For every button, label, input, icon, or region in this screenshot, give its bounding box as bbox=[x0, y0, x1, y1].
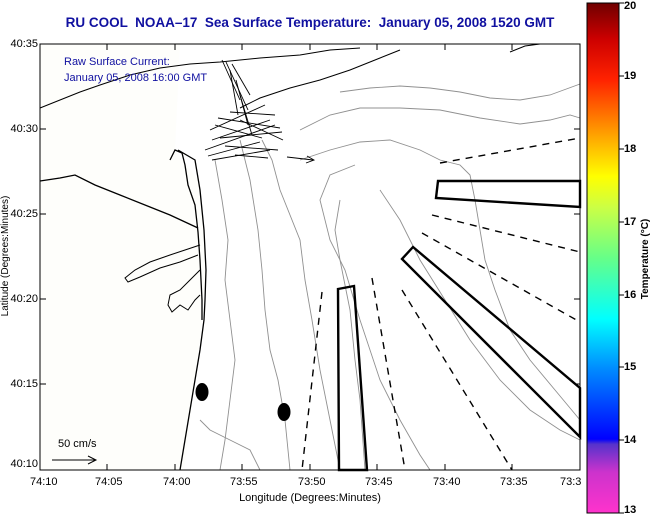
coastline bbox=[169, 149, 203, 320]
map-title: RU COOL NOAA–17 Sea Surface Temperature:… bbox=[65, 15, 555, 30]
river bbox=[124, 244, 201, 283]
x-tick-label: 74:00 bbox=[163, 476, 191, 488]
y-tick-label: 40:20 bbox=[10, 293, 38, 305]
x-tick-label: 73:35 bbox=[500, 476, 528, 488]
x-tick-label: 73:40 bbox=[433, 476, 461, 488]
colorbar-tick-label: 18 bbox=[624, 143, 637, 155]
current-label: Raw Surface Current: bbox=[64, 56, 170, 68]
shore-north bbox=[39, 47, 361, 109]
y-axis-title: Latitude (Degrees:Minutes) bbox=[0, 195, 11, 317]
colorbar-tick-label: 14 bbox=[624, 434, 637, 446]
y-tick-label: 40:10 bbox=[10, 458, 38, 470]
x-tick-label: 73:55 bbox=[230, 476, 258, 488]
y-tick-label: 40:25 bbox=[10, 208, 38, 220]
axis-ticks bbox=[40, 44, 580, 470]
station-marker bbox=[195, 383, 209, 401]
colorbar-tick-label: 13 bbox=[624, 504, 637, 516]
colorbar-tick-label: 19 bbox=[624, 70, 637, 82]
colorbar-ticks bbox=[619, 2, 624, 514]
current-timestamp: January 05, 2008 16:00 GMT bbox=[64, 72, 208, 84]
colorbar-tick-label: 16 bbox=[624, 289, 637, 301]
y-tick-label: 40:35 bbox=[10, 38, 38, 50]
x-tick-label: 73:3 bbox=[560, 476, 582, 488]
river bbox=[167, 269, 201, 313]
x-tick-label: 73:45 bbox=[365, 476, 393, 488]
coastline bbox=[177, 149, 207, 471]
x-tick-label: 73:50 bbox=[298, 476, 326, 488]
y-tick-label: 40:15 bbox=[10, 378, 38, 390]
x-tick-label: 74:10 bbox=[30, 476, 58, 488]
colorbar-title: Temperature (°C) bbox=[640, 218, 651, 300]
station-marker bbox=[277, 403, 291, 421]
shore-north bbox=[509, 43, 541, 53]
current-vectors bbox=[204, 59, 316, 164]
transect-lines bbox=[301, 137, 581, 471]
scale-label: 50 cm/s bbox=[58, 438, 97, 450]
x-tick-label: 74:05 bbox=[95, 476, 123, 488]
colorbar bbox=[586, 2, 620, 514]
colorbar-tick-label: 17 bbox=[624, 216, 637, 228]
colorbar-tick-label: 15 bbox=[624, 361, 637, 373]
colorbar-tick-label: 20 bbox=[624, 0, 637, 12]
x-axis-title: Longitude (Degrees:Minutes) bbox=[239, 492, 381, 504]
shore-north bbox=[239, 49, 401, 109]
y-tick-label: 40:30 bbox=[10, 123, 38, 135]
bathymetry-contours bbox=[199, 83, 581, 471]
scale-arrow-icon bbox=[52, 455, 98, 465]
coastline bbox=[39, 174, 199, 229]
land-area bbox=[40, 44, 206, 470]
